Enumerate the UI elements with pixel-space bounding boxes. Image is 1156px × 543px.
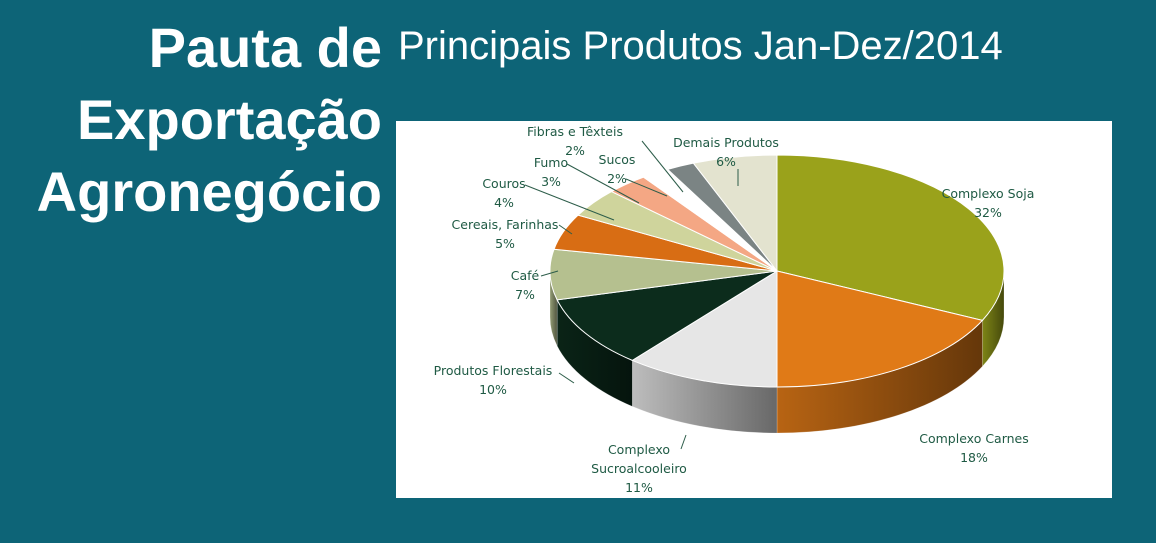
leader-line-4 [540, 270, 559, 277]
pie-slice-0 [776, 154, 1005, 321]
slide-title-line-1: Pauta de [148, 16, 382, 79]
slice-category-label: Couros [482, 176, 525, 191]
slice-value-label: 4% [494, 195, 514, 210]
pie-slice-3 [556, 270, 778, 361]
pie-slice-10 [692, 154, 778, 273]
slice-value-label: 6% [716, 154, 736, 169]
pie-side-walls [549, 270, 1005, 434]
pie-chart: Complexo Soja 32% Complexo Carnes 18% Comple… [434, 124, 1035, 495]
slice-value-label: 5% [495, 236, 515, 251]
pie-slice-2 [631, 270, 778, 388]
pie-top [549, 154, 1005, 388]
slice-value-label: 7% [515, 287, 535, 302]
slice-category-label: Demais Produtos [673, 135, 779, 150]
leader-line-8 [625, 178, 668, 197]
leader-line-7 [566, 163, 640, 204]
leader-line-6 [524, 184, 615, 221]
slice-value-label: 2% [565, 143, 585, 158]
slice-category-label: Sucos [599, 152, 636, 167]
pie-labels: Complexo Soja 32% Complexo Carnes 18% Comple… [434, 124, 1035, 495]
leader-line-2 [680, 434, 687, 450]
slice-category-label: Complexo [608, 442, 670, 457]
slice-category-label: Fibras e Têxteis [527, 124, 623, 139]
slice-category-label: Café [511, 268, 540, 283]
slice-value-label: 32% [974, 205, 1002, 220]
slice-category-label: Complexo Soja [942, 186, 1035, 201]
slice-value-label: 11% [625, 480, 653, 495]
slice-value-label: 18% [960, 450, 988, 465]
chart-subtitle: Principais Produtos Jan-Dez/2014 [398, 24, 1003, 68]
slice-category-label: Complexo Carnes [919, 431, 1029, 446]
leader-line-5 [558, 224, 573, 235]
slice-category-label: Sucroalcooleiro [591, 461, 687, 476]
slice-category-label: Fumo [534, 155, 568, 170]
slice-value-label: 2% [607, 171, 627, 186]
slice-category-label: Cereais, Farinhas [452, 217, 559, 232]
slide-title: Pauta de Exportação Agronegócio [37, 12, 382, 228]
slice-value-label: 3% [541, 174, 561, 189]
slice-category-label: Produtos Florestais [434, 363, 553, 378]
slide-title-line-2: Exportação [77, 88, 382, 151]
chart-panel: Complexo Soja 32% Complexo Carnes 18% Comple… [396, 121, 1112, 498]
slide-title-line-3: Agronegócio [36, 160, 382, 223]
leader-line-9 [641, 140, 684, 193]
slice-value-label: 10% [479, 382, 507, 397]
leader-line-3 [558, 372, 575, 384]
pie-slice-1 [776, 270, 984, 388]
